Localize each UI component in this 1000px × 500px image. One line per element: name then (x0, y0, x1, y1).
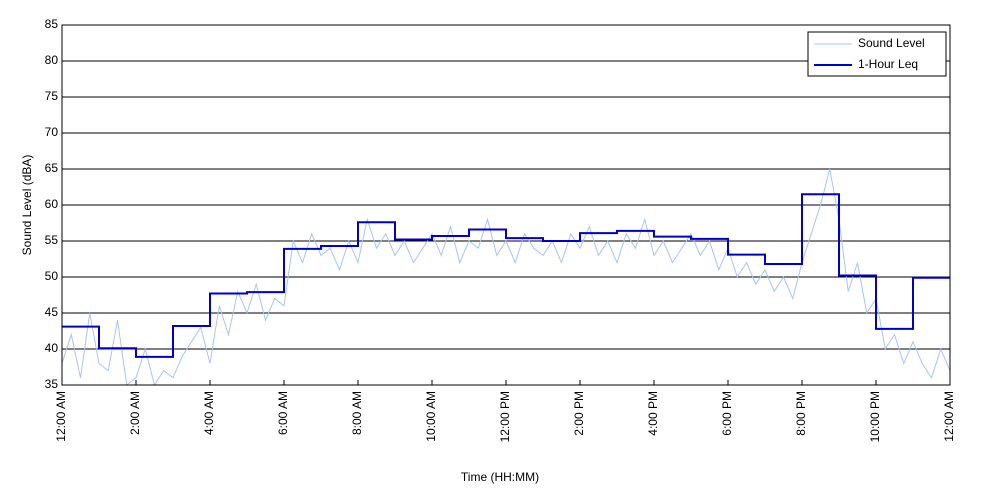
x-tick-label: 6:00 PM (720, 391, 734, 436)
y-tick-label: 45 (45, 305, 59, 319)
y-tick-label: 85 (45, 17, 59, 31)
x-tick-label: 8:00 AM (350, 391, 364, 435)
x-tick-label: 4:00 PM (646, 391, 660, 436)
plot-frame (61, 24, 951, 386)
x-tick-label: 2:00 AM (128, 391, 142, 435)
x-axis-label: Time (HH:MM) (461, 470, 539, 484)
legend-label: 1-Hour Leq (858, 57, 918, 71)
y-tick-label: 40 (45, 341, 59, 355)
y-tick-label: 50 (45, 269, 59, 283)
x-tick-label: 12:00 AM (942, 391, 956, 442)
y-tick-label: 35 (45, 377, 59, 391)
x-tick-label: 10:00 AM (424, 391, 438, 442)
y-tick-label: 70 (45, 125, 59, 139)
legend-box (807, 31, 947, 77)
x-tick-label: 2:00 PM (572, 391, 586, 436)
y-axis-label: Sound Level (dBA) (20, 155, 34, 256)
x-tick-label: 6:00 AM (276, 391, 290, 435)
x-tick-label: 4:00 AM (202, 391, 216, 435)
legend-label: Sound Level (858, 36, 925, 50)
x-tick-label: 10:00 PM (868, 391, 882, 442)
series-layer (62, 168, 950, 385)
line-series (62, 193, 950, 358)
y-tick-label: 55 (45, 233, 59, 247)
y-tick-label: 60 (45, 197, 59, 211)
y-tick-label: 65 (45, 161, 59, 175)
y-tick-label: 75 (45, 89, 59, 103)
x-tick-label: 12:00 AM (54, 391, 68, 442)
y-tick-label: 80 (45, 53, 59, 67)
x-tick-label: 12:00 PM (498, 391, 512, 442)
x-tick-label: 8:00 PM (794, 391, 808, 436)
